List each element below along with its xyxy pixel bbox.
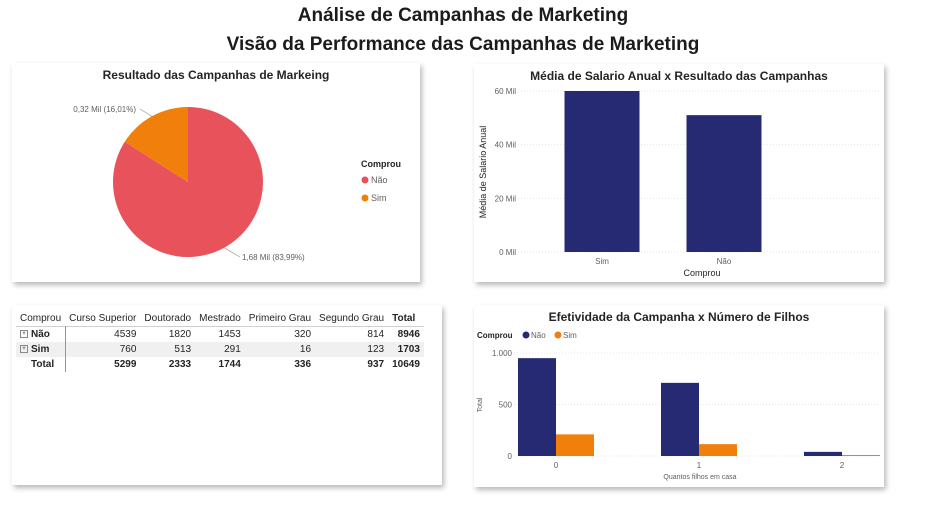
pie-chart-panel[interactable]: Resultado das Campanhas de Markeing 1,68… bbox=[12, 63, 420, 282]
matrix-row-header: Comprou bbox=[20, 313, 62, 324]
table-cell: 320 bbox=[294, 329, 312, 340]
children-chart-panel[interactable]: Efetividade da Campanha x Número de Filh… bbox=[474, 305, 884, 487]
expand-icon[interactable]: + bbox=[20, 330, 28, 339]
table-cell-total: 8946 bbox=[397, 329, 420, 340]
matrix-col-header: Mestrado bbox=[199, 313, 241, 324]
bar-Não-0[interactable] bbox=[518, 358, 556, 456]
matrix-col-header: Primeiro Grau bbox=[248, 313, 312, 324]
table-cell: 814 bbox=[367, 329, 385, 340]
y-tick-label: 20 Mil bbox=[495, 194, 517, 203]
expand-icon[interactable]: + bbox=[20, 345, 28, 354]
row-label: Sim bbox=[31, 344, 50, 355]
y-axis-label: Média de Salario Anual bbox=[478, 126, 488, 219]
salary-chart-title: Média de Salario Anual x Resultado das C… bbox=[530, 69, 828, 83]
row-label-cell[interactable]: + Não bbox=[16, 326, 66, 342]
salary-bar-chart: 0 Mil 20 Mil 40 Mil 60 Mil Sim Não Comprou Médi… bbox=[478, 87, 879, 278]
y-axis-label: Total bbox=[477, 397, 484, 412]
table-row: + Não 4539 1820 1453 320 814 8946 bbox=[16, 326, 424, 342]
table-cell: 123 bbox=[367, 344, 385, 355]
bar-Não-2[interactable] bbox=[804, 451, 842, 456]
pie-legend-item[interactable]: Sim bbox=[371, 193, 387, 203]
pie-chart: 1,68 Mil (83,99%) 0,32 Mil (16,01%) Compro… bbox=[73, 105, 401, 262]
y-tick-label: 40 Mil bbox=[495, 141, 517, 150]
x-tick-label: Não bbox=[717, 257, 732, 266]
total-label: Total bbox=[16, 357, 66, 372]
pie-data-label: 1,68 Mil (83,99%) bbox=[242, 253, 305, 262]
pie-data-label: 0,32 Mil (16,01%) bbox=[73, 105, 136, 114]
x-axis-label: Quantos filhos em casa bbox=[663, 474, 736, 481]
x-tick-label: Sim bbox=[595, 257, 609, 266]
children-legend-item[interactable]: Sim bbox=[563, 331, 577, 340]
y-tick-label: 60 Mil bbox=[495, 87, 517, 96]
pie-legend-item[interactable]: Não bbox=[371, 175, 388, 185]
row-label-cell[interactable]: + Sim bbox=[16, 342, 66, 357]
matrix-table: Comprou Curso Superior Doutorado Mestrad… bbox=[16, 311, 424, 372]
table-cell-total: 5299 bbox=[114, 359, 137, 370]
x-tick-label: 0 bbox=[554, 461, 559, 470]
legend-marker bbox=[361, 176, 369, 184]
bar-Sim-0[interactable] bbox=[556, 434, 594, 456]
children-chart-title: Efetividade da Campanha x Número de Filh… bbox=[548, 310, 810, 324]
x-tick-label: 1 bbox=[697, 461, 702, 470]
table-cell-total: 1744 bbox=[218, 359, 241, 370]
pie-chart-title: Resultado das Campanhas de Markeing bbox=[102, 68, 330, 82]
x-axis-label: Comprou bbox=[683, 268, 720, 278]
matrix-col-header: Curso Superior bbox=[69, 313, 137, 324]
pie-leader-line bbox=[223, 247, 241, 258]
matrix-col-header-total: Total bbox=[392, 313, 416, 324]
page-title: Análise de Campanhas de Marketing bbox=[297, 5, 629, 26]
table-cell-total: 10649 bbox=[392, 359, 420, 370]
children-bar-chart: Comprou Não Sim 0 500 1.000 0 1 2 Quantos filhos … bbox=[477, 331, 880, 481]
pie-slice-Sim[interactable] bbox=[124, 107, 188, 182]
table-cell: 1820 bbox=[168, 329, 192, 340]
children-legend-item[interactable]: Não bbox=[531, 331, 546, 340]
y-tick-label: 1.000 bbox=[492, 349, 513, 358]
x-tick-label: 2 bbox=[840, 461, 845, 470]
table-cell: 1453 bbox=[218, 329, 241, 340]
children-legend-title: Comprou bbox=[477, 331, 513, 340]
pie-leader-line bbox=[139, 108, 153, 117]
bar-Sim[interactable] bbox=[564, 91, 640, 252]
table-cell: 760 bbox=[119, 344, 137, 355]
table-cell: 4539 bbox=[114, 329, 137, 340]
page-subtitle: Visão da Performance das Campanhas de Ma… bbox=[226, 34, 700, 55]
bar-Não[interactable] bbox=[686, 115, 762, 253]
table-cell-total: 336 bbox=[294, 359, 312, 370]
bar-Sim-2[interactable] bbox=[842, 454, 880, 456]
pie-legend-title: Comprou bbox=[361, 159, 401, 169]
matrix-table-panel[interactable]: Comprou Curso Superior Doutorado Mestrad… bbox=[12, 305, 442, 485]
row-label: Não bbox=[31, 329, 50, 340]
table-row: + Sim 760 513 291 16 123 1703 bbox=[16, 342, 424, 357]
legend-marker bbox=[361, 194, 369, 202]
table-cell: 291 bbox=[224, 344, 241, 355]
y-tick-label: 500 bbox=[499, 401, 513, 410]
matrix-col-header: Segundo Grau bbox=[319, 313, 385, 324]
y-tick-label: 0 Mil bbox=[499, 248, 516, 257]
y-tick-label: 0 bbox=[508, 452, 513, 461]
salary-chart-panel[interactable]: Média de Salario Anual x Resultado das C… bbox=[474, 64, 884, 282]
table-total-row: Total 5299 2333 1744 336 937 10649 bbox=[16, 357, 424, 372]
table-cell-total: 937 bbox=[367, 359, 385, 370]
table-cell-total: 2333 bbox=[168, 359, 192, 370]
matrix-col-header: Doutorado bbox=[144, 313, 192, 324]
legend-marker bbox=[554, 331, 562, 339]
table-cell-total: 1703 bbox=[397, 344, 420, 355]
legend-marker bbox=[522, 331, 530, 339]
bar-Sim-1[interactable] bbox=[699, 444, 737, 456]
bar-Não-1[interactable] bbox=[661, 382, 699, 456]
table-cell: 16 bbox=[299, 344, 312, 355]
table-cell: 513 bbox=[174, 344, 192, 355]
